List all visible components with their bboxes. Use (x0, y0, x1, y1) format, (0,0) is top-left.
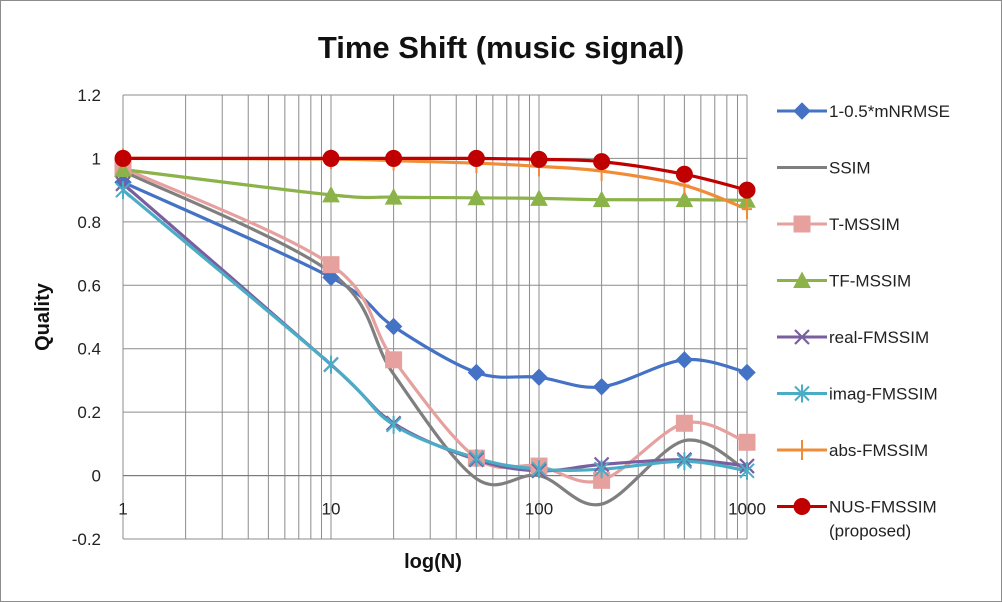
data-point (467, 188, 486, 206)
data-point (738, 433, 756, 451)
data-point (738, 363, 756, 382)
data-point (385, 149, 403, 167)
x-tick-label: 10 (322, 500, 341, 519)
tick-labels: -0.2 0 0.2 0.4 0.6 0.8 1 1.2 1 10 100 1000 (72, 86, 766, 549)
data-point (675, 165, 693, 183)
y-tick-label: 0.8 (77, 213, 101, 232)
data-point (467, 363, 486, 382)
legend-label: T-MSSIM (829, 215, 900, 234)
chart-title: Time Shift (music signal) (318, 30, 684, 65)
data-point (322, 185, 340, 203)
legend-label: SSIM (829, 159, 871, 178)
data-point (593, 460, 610, 479)
series-line-ssim (122, 169, 748, 507)
data-point (384, 317, 403, 336)
data-point (323, 355, 339, 374)
data-point (739, 461, 755, 480)
series-line-real-fmssim (121, 182, 748, 473)
series-line-tf-mssim (122, 167, 748, 202)
legend-item-t-mssim: T-MSSIM (777, 215, 900, 234)
legend-label: NUS-FMSSIM (829, 498, 937, 517)
data-point (322, 268, 340, 287)
x-tick-label: 100 (525, 500, 553, 519)
data-point (531, 460, 547, 479)
data-point (115, 181, 131, 200)
series-points-imag-fmssim (115, 181, 755, 480)
legend: 1-0.5*mNRMSE SSIM T-MSSIM TF-MSSIM real-FMSS… (777, 102, 950, 541)
legend-label: real-FMSSIM (829, 328, 929, 347)
y-tick-label: 1.2 (77, 86, 101, 105)
legend-item-nus-fmssim: NUS-FMSSIM (proposed) (777, 498, 937, 541)
y-tick-label: 1 (92, 149, 101, 168)
series-line-abs-fmssim (122, 156, 748, 211)
data-point (592, 190, 611, 208)
data-point (384, 188, 403, 205)
legend-item-tf-mssim: TF-MSSIM (777, 271, 911, 291)
y-axis-title: Quality (32, 282, 54, 351)
legend-label: abs-FMSSIM (829, 441, 928, 460)
data-point (530, 189, 548, 206)
data-point (742, 199, 752, 220)
data-point (675, 351, 694, 369)
legend-item-real-fmssim: real-FMSSIM (777, 328, 929, 347)
series-markers (114, 148, 756, 489)
y-tick-label: 0.6 (77, 276, 101, 295)
series-points-1-0-5-mnrmse (114, 173, 756, 396)
legend-item-ssim: SSIM (777, 159, 871, 178)
x-tick-label: 1000 (728, 500, 766, 519)
legend-marker (794, 384, 810, 403)
data-point (530, 150, 548, 168)
legend-label: TF-MSSIM (829, 272, 911, 291)
data-point (114, 160, 132, 178)
data-point (385, 415, 402, 434)
data-point (675, 414, 693, 432)
x-axis-title: log(N) (404, 551, 462, 573)
legend-item-abs-fmssim: abs-FMSSIM (777, 440, 928, 460)
legend-label: imag-FMSSIM (829, 385, 938, 404)
series-points-tf-mssim (114, 160, 756, 208)
y-tick-label: -0.2 (72, 530, 101, 549)
legend-marker (794, 329, 810, 345)
legend-marker (793, 498, 811, 515)
y-tick-label: 0 (92, 467, 101, 486)
legend-label: 1-0.5*mNRMSE (829, 102, 950, 121)
data-point (738, 181, 756, 199)
legend-marker (793, 102, 811, 120)
data-point (322, 149, 340, 167)
data-point (468, 449, 485, 468)
legend-marker (793, 271, 811, 288)
legend-marker (797, 440, 807, 460)
y-tick-label: 0.4 (77, 340, 101, 359)
data-point (530, 368, 548, 386)
legend-item-1-0-5-mnrmse: 1-0.5*mNRMSE (777, 102, 950, 121)
series-line-imag-fmssim (121, 188, 748, 473)
data-point (676, 452, 693, 471)
x-tick-label: 1 (118, 500, 127, 519)
series-points-nus-fmssim (114, 149, 756, 199)
legend-item-imag-fmssim: imag-FMSSIM (777, 384, 938, 404)
legend-label-line2: (proposed) (829, 522, 911, 541)
data-point (114, 149, 132, 167)
data-point (675, 190, 694, 208)
data-point (592, 378, 611, 396)
data-point (322, 256, 340, 274)
legend-marker (793, 215, 811, 233)
data-point (385, 351, 403, 369)
y-tick-label: 0.2 (77, 403, 101, 422)
series-lines (121, 156, 748, 507)
data-point (593, 153, 611, 171)
data-point (467, 149, 485, 167)
